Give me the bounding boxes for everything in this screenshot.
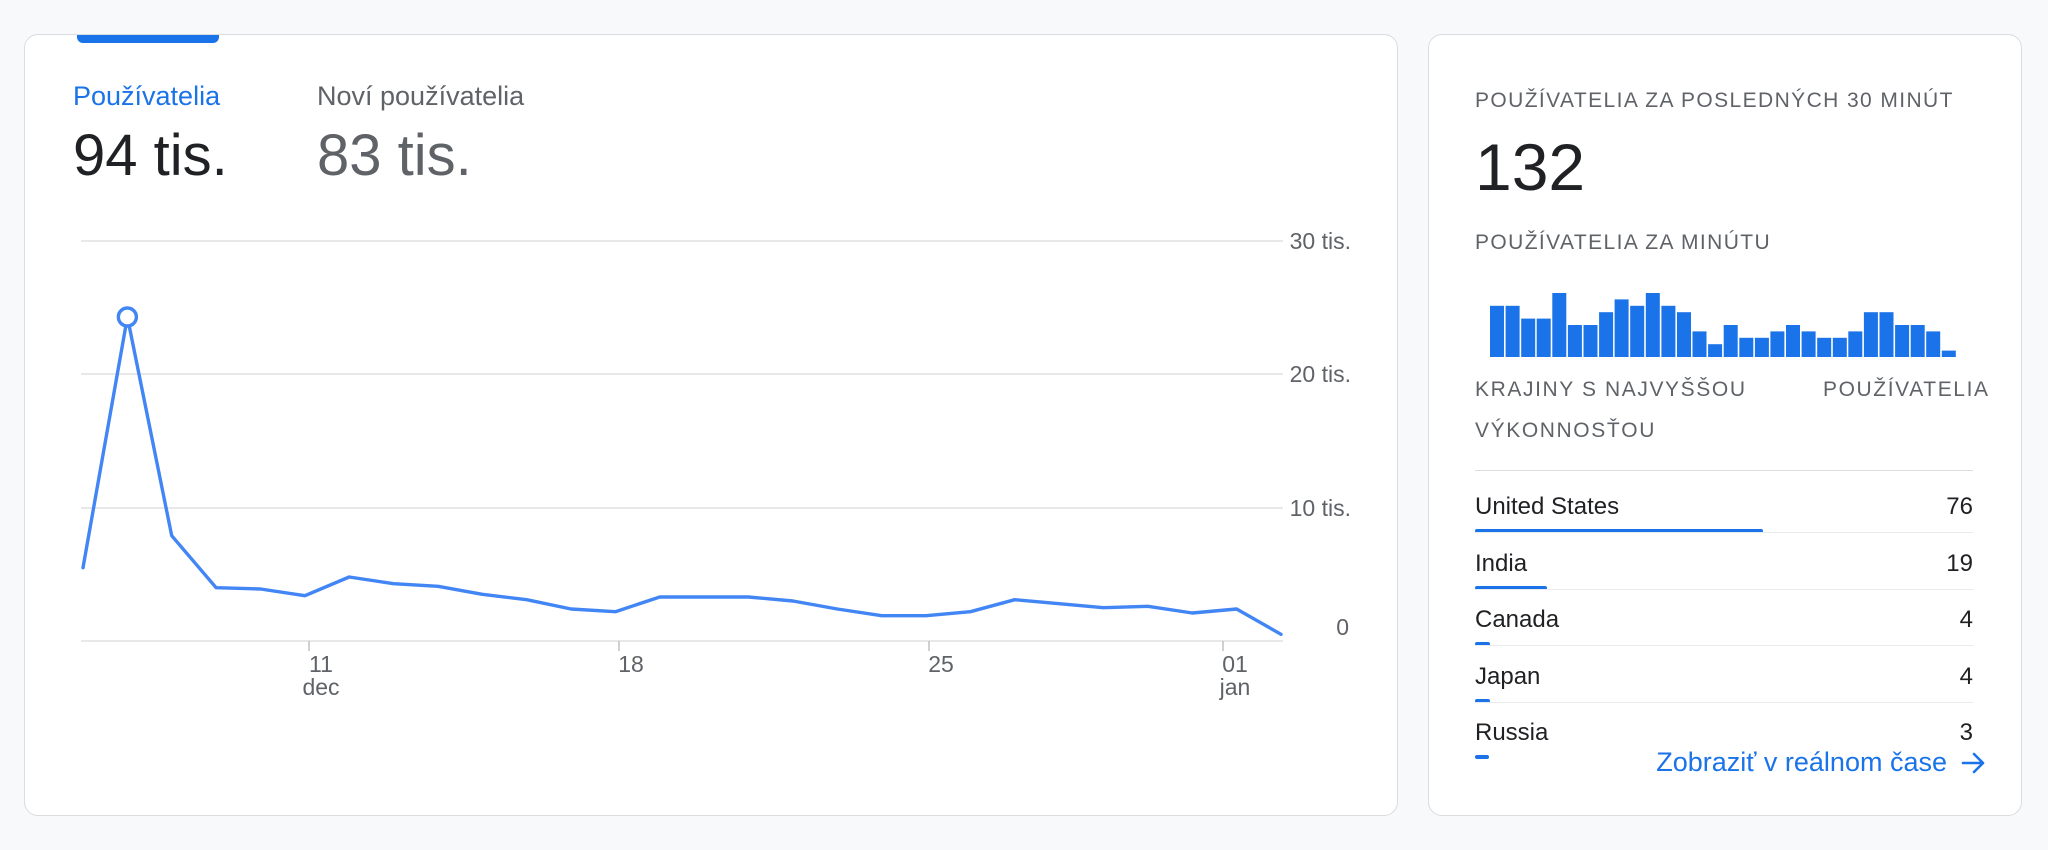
x-tick-day: 25	[928, 651, 954, 677]
country-row: Japan 4	[1475, 645, 1973, 703]
country-name: United States	[1475, 493, 1620, 520]
country-share-bar	[1475, 529, 1763, 533]
minute-bar	[1786, 325, 1800, 357]
minute-bar	[1926, 331, 1941, 357]
minute-bar	[1614, 299, 1629, 357]
minute-bar	[1661, 305, 1676, 357]
header-divider	[1475, 470, 1973, 471]
country-users-value: 19	[1946, 549, 1973, 577]
country-name: Japan	[1475, 662, 1541, 690]
country-row: Canada 4	[1475, 588, 1973, 646]
country-row: Russia 3	[1475, 701, 1973, 759]
realtime-title: POUŽÍVATELIA ZA POSLEDNÝCH 30 MINÚT	[1475, 89, 1954, 112]
minute-bar	[1910, 325, 1925, 357]
col-header-country: KRAJINY S NAJVYŠŠOU VÝKONNOSŤOU	[1475, 378, 1747, 442]
minute-bar	[1754, 337, 1769, 357]
minute-bar	[1677, 312, 1691, 357]
minute-bar	[1832, 337, 1847, 357]
row-divider	[1475, 701, 1973, 703]
country-share-bar	[1475, 585, 1548, 590]
minute-bar	[1567, 325, 1582, 357]
country-users-value: 4	[1959, 606, 1973, 633]
country-users-value: 76	[1946, 493, 1973, 520]
series-line	[81, 315, 1283, 636]
minute-bar	[1801, 331, 1816, 357]
metric-new-users-value: 83 tis.	[317, 123, 472, 188]
view-realtime-link[interactable]: Zobraziť v reálnom čase	[1656, 747, 1987, 778]
country-share-bar	[1475, 755, 1489, 759]
active-tab-indicator	[77, 35, 219, 43]
country-name: India	[1475, 549, 1528, 577]
y-tick-label: 10 tis.	[1290, 495, 1351, 521]
view-realtime-label: Zobraziť v reálnom čase	[1656, 747, 1947, 777]
metric-tab-users[interactable]: Používatelia 94 tis.	[73, 81, 228, 189]
minute-bar	[1583, 325, 1598, 357]
x-tick-month: jan	[1219, 674, 1251, 700]
per-minute-label: POUŽÍVATELIA ZA MINÚTU	[1475, 231, 1772, 254]
minute-bar	[1770, 331, 1785, 357]
minute-bar	[1552, 293, 1567, 357]
country-share-bar	[1475, 698, 1490, 703]
country-users-value: 4	[1959, 662, 1973, 690]
col-header-users: POUŽÍVATELIA	[1823, 378, 1990, 401]
minute-bar	[1879, 312, 1894, 357]
country-name: Canada	[1475, 606, 1560, 633]
row-divider	[1475, 588, 1973, 590]
y-tick-label: 20 tis.	[1290, 361, 1351, 387]
minute-bar	[1708, 344, 1723, 357]
country-name: Russia	[1475, 719, 1549, 746]
minute-bar	[1521, 318, 1536, 357]
minute-bar	[1490, 305, 1504, 357]
country-row: United States 76	[1475, 475, 1973, 533]
realtime-card: POUŽÍVATELIA ZA POSLEDNÝCH 30 MINÚT 132 …	[1428, 34, 2022, 816]
x-tick-day: 18	[618, 651, 644, 677]
realtime-count: 132	[1475, 130, 1586, 204]
row-divider	[1475, 532, 1973, 533]
metric-users-label: Používatelia	[73, 81, 221, 111]
minute-bar	[1599, 312, 1614, 357]
arrow-right-icon	[1961, 751, 1987, 775]
minute-bar	[1817, 337, 1832, 357]
country-share-bar	[1475, 642, 1490, 646]
minute-bar	[1723, 325, 1738, 357]
highlight-point	[116, 306, 139, 328]
y-tick-label: 0	[1336, 614, 1349, 640]
minute-bar	[1863, 312, 1878, 357]
minute-bar	[1739, 337, 1754, 357]
x-tick-month: dec	[302, 674, 339, 700]
minute-bar	[1505, 305, 1520, 357]
minute-bar	[1941, 350, 1956, 357]
y-tick-label: 30 tis.	[1290, 228, 1351, 254]
metric-users-value: 94 tis.	[73, 123, 228, 188]
row-divider	[1475, 645, 1973, 646]
country-users-value: 3	[1959, 719, 1973, 746]
x-tick-day: 11	[309, 651, 333, 677]
minute-bar	[1645, 293, 1660, 357]
minute-bar	[1895, 325, 1910, 357]
minute-bar	[1692, 331, 1707, 357]
users-overview-card: Používatelia 94 tis. Noví používatelia 8…	[24, 34, 1398, 816]
x-tick-day: 01	[1222, 651, 1248, 677]
country-row: India 19	[1475, 532, 1973, 590]
minute-bar	[1848, 331, 1863, 357]
per-minute-bar-chart	[1490, 293, 1956, 357]
minute-bar	[1536, 318, 1551, 357]
metric-new-users-label: Noví používatelia	[317, 81, 525, 111]
metric-tab-new-users[interactable]: Noví používatelia 83 tis.	[317, 81, 524, 189]
minute-bar	[1630, 305, 1645, 357]
